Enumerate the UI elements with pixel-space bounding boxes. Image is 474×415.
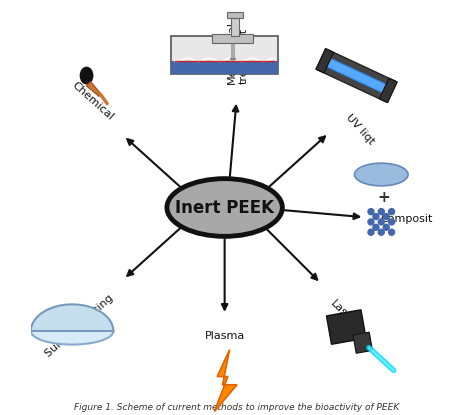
- Text: Chemical: Chemical: [70, 80, 115, 122]
- Polygon shape: [316, 49, 334, 73]
- Circle shape: [388, 208, 395, 215]
- Polygon shape: [214, 350, 237, 412]
- Circle shape: [378, 208, 385, 215]
- Circle shape: [367, 208, 374, 215]
- Circle shape: [388, 218, 395, 226]
- Polygon shape: [87, 82, 101, 96]
- Ellipse shape: [355, 163, 408, 186]
- Text: Composit: Composit: [381, 214, 433, 224]
- Circle shape: [367, 229, 374, 236]
- Polygon shape: [327, 59, 386, 93]
- Text: Inert PEEK: Inert PEEK: [175, 198, 274, 217]
- Bar: [231, 18, 239, 37]
- Circle shape: [388, 229, 395, 236]
- Polygon shape: [353, 332, 373, 353]
- Polygon shape: [327, 310, 366, 344]
- Polygon shape: [316, 49, 397, 103]
- Circle shape: [383, 224, 390, 231]
- Ellipse shape: [167, 178, 283, 237]
- Circle shape: [383, 213, 390, 220]
- Text: Mechanical
treatment: Mechanical treatment: [227, 21, 249, 84]
- Text: Laser: Laser: [328, 298, 357, 327]
- Circle shape: [372, 224, 380, 231]
- Text: Surface coating: Surface coating: [43, 293, 115, 359]
- Bar: [171, 37, 278, 73]
- Bar: [171, 61, 278, 73]
- Text: Plasma: Plasma: [204, 331, 245, 341]
- Circle shape: [378, 218, 385, 226]
- Polygon shape: [379, 78, 397, 103]
- Circle shape: [367, 218, 374, 226]
- Ellipse shape: [31, 318, 113, 344]
- Ellipse shape: [81, 67, 93, 84]
- Circle shape: [372, 213, 380, 220]
- Text: +: +: [377, 190, 390, 205]
- Text: UV liqt: UV liqt: [344, 112, 376, 147]
- Circle shape: [378, 229, 385, 236]
- Text: Figure 1. Scheme of current methods to improve the bioactivity of PEEK: Figure 1. Scheme of current methods to i…: [74, 403, 400, 412]
- Bar: [227, 12, 243, 18]
- Bar: [212, 34, 254, 43]
